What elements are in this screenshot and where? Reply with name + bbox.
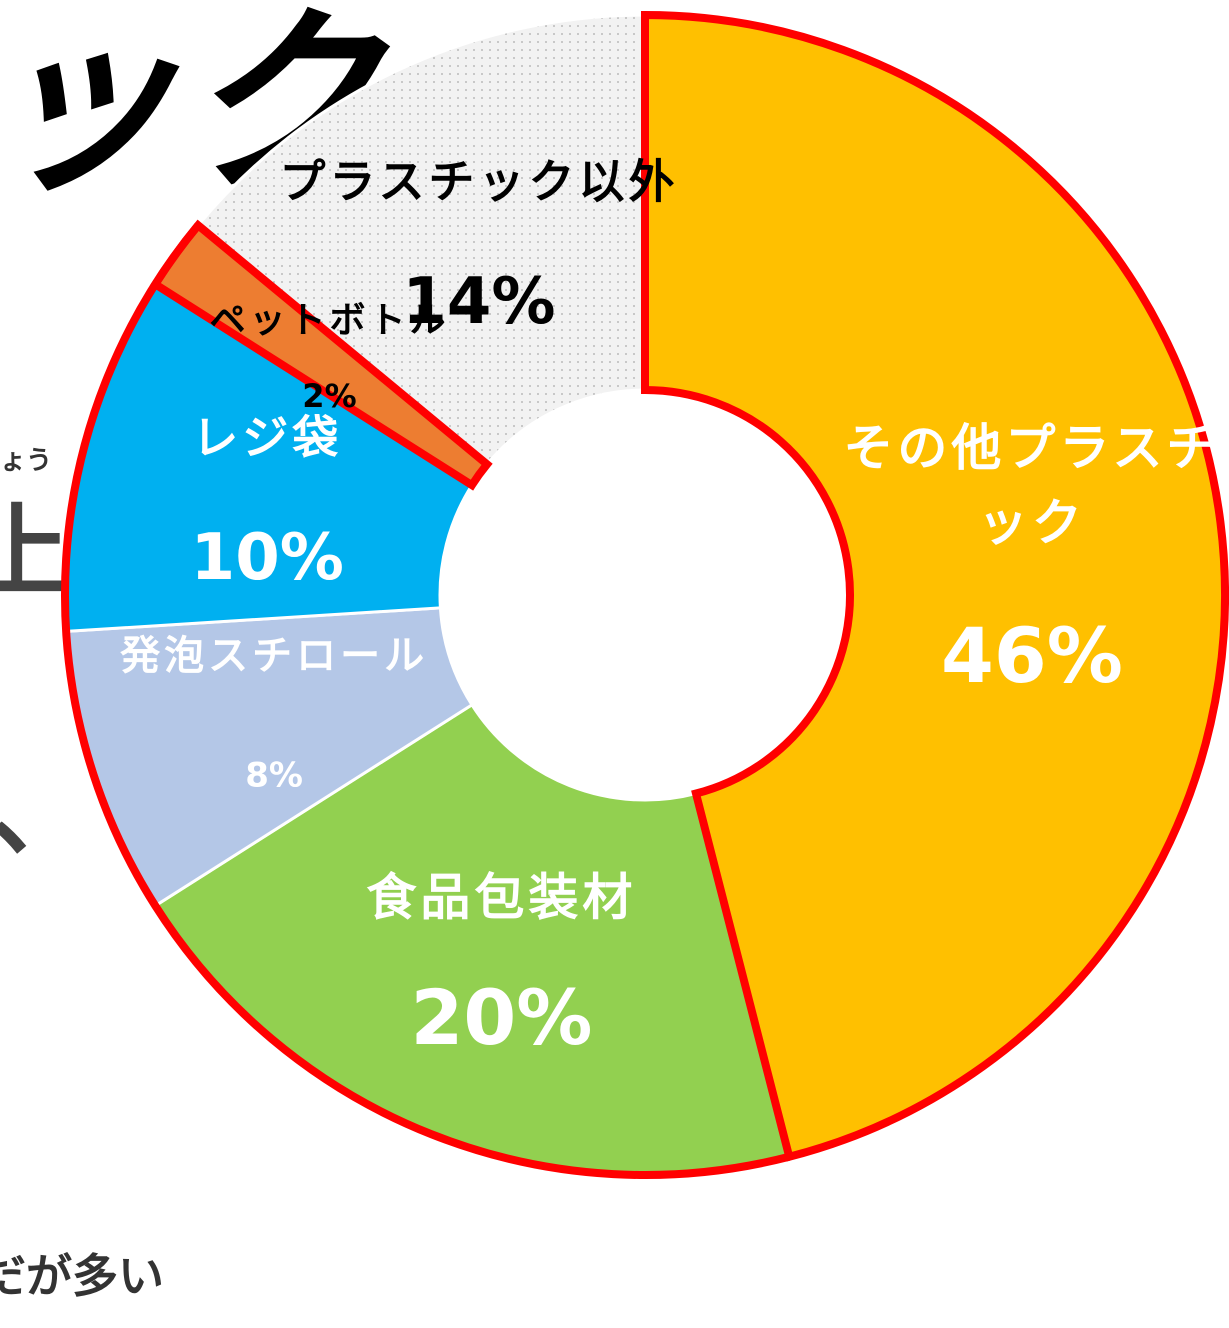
slice-label: 発泡スチロール [64,626,484,686]
slice-label: レジ袋 [57,404,477,473]
value-label: 2% [302,372,356,420]
value-label: 8% [245,750,303,801]
slice-label: その他プラスチック [842,411,1222,561]
value-label: 10% [191,510,344,606]
slice-label: プラスチック以外 [269,148,689,217]
slice-label: 食品包装材 [291,860,711,935]
value-label: 20% [410,961,592,1075]
value-label: 14% [402,254,555,350]
page: ック ょう 上 、 だが多い その他プラスチック46%食品包装材20%発泡スチロ… [0,0,1229,1328]
value-label: 46% [941,599,1123,713]
